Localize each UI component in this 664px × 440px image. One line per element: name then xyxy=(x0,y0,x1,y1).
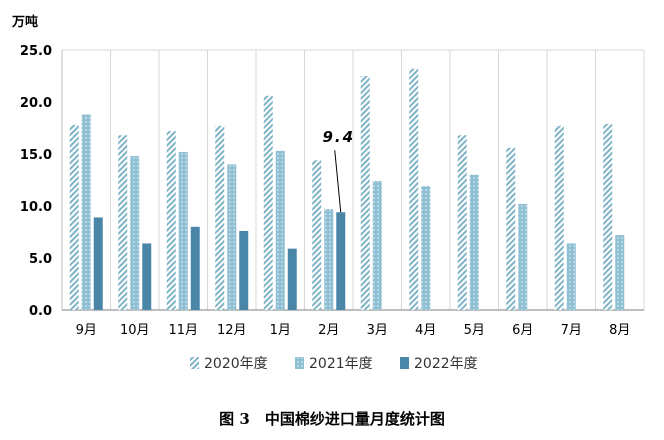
bar-2021年度-8月 xyxy=(615,235,625,310)
legend: 2020年度 2021年度 2022年度 xyxy=(190,356,478,372)
bar-2021年度-5月 xyxy=(469,174,479,310)
bar-2022年度-9月 xyxy=(93,217,103,310)
annotation-label: 9.4 xyxy=(322,128,355,146)
bar-2021年度-6月 xyxy=(518,203,528,310)
annotation-leader-line xyxy=(334,150,342,213)
y-unit-label: 万吨 xyxy=(11,14,38,30)
legend-label: 2022年度 xyxy=(414,356,478,372)
bar-2021年度-2月 xyxy=(324,209,334,310)
bar-2021年度-4月 xyxy=(421,186,431,310)
bar-2022年度-11月 xyxy=(190,226,200,310)
bar-2020年度-6月 xyxy=(506,147,516,310)
bar-2020年度-5月 xyxy=(457,135,467,310)
bar-2021年度-1月 xyxy=(275,150,285,310)
x-tick-label: 12月 xyxy=(217,323,247,338)
bar-2020年度-3月 xyxy=(360,76,370,310)
bar-2022年度-10月 xyxy=(142,243,152,310)
bar-2021年度-11月 xyxy=(178,151,188,310)
figure-caption: 图 3 中国棉纱进口量月度统计图 xyxy=(219,410,445,428)
y-tick-label: 5.0 xyxy=(29,252,52,267)
bar-2021年度-9月 xyxy=(81,114,91,310)
bar-2020年度-2月 xyxy=(312,160,322,310)
y-axis-ticks: 0.0 5.0 10.0 15.0 20.0 25.0 xyxy=(20,44,52,319)
y-tick-label: 10.0 xyxy=(20,200,52,215)
bar-2021年度-7月 xyxy=(566,243,576,310)
x-tick-label: 3月 xyxy=(367,323,388,338)
x-tick-label: 1月 xyxy=(270,323,291,338)
bar-2020年度-7月 xyxy=(554,125,564,310)
bar-2020年度-10月 xyxy=(118,135,128,310)
x-tick-label: 5月 xyxy=(464,323,485,338)
bar-2020年度-11月 xyxy=(166,131,176,310)
y-tick-label: 20.0 xyxy=(20,96,52,111)
bar-2020年度-12月 xyxy=(215,125,225,310)
y-tick-label: 15.0 xyxy=(20,148,52,163)
bar-2022年度-12月 xyxy=(239,230,249,310)
legend-label: 2021年度 xyxy=(309,356,373,372)
x-tick-label: 4月 xyxy=(415,323,436,338)
legend-swatch xyxy=(190,357,199,369)
bar-2022年度-1月 xyxy=(287,248,297,310)
y-tick-label: 0.0 xyxy=(29,304,52,319)
x-tick-label: 10月 xyxy=(120,323,150,338)
bar-2020年度-4月 xyxy=(409,68,419,310)
legend-label: 2020年度 xyxy=(204,356,268,372)
x-tick-label: 6月 xyxy=(512,323,533,338)
x-tick-label: 8月 xyxy=(609,323,630,338)
x-tick-label: 11月 xyxy=(168,323,198,338)
bar-2020年度-9月 xyxy=(69,124,79,310)
bar-2021年度-12月 xyxy=(227,164,237,310)
legend-swatch xyxy=(400,357,409,369)
annotation: 9.4 xyxy=(322,128,355,213)
y-tick-label: 25.0 xyxy=(20,44,52,59)
x-tick-label: 2月 xyxy=(318,323,339,338)
x-axis-labels: 9月 10月 11月 12月 1月 2月 3月 4月 5月 6月 7月 8月 xyxy=(76,323,631,338)
x-tick-label: 7月 xyxy=(561,323,582,338)
bar-2020年度-1月 xyxy=(263,95,273,310)
x-tick-label: 9月 xyxy=(76,323,97,338)
bar-2020年度-8月 xyxy=(603,123,613,310)
bar-2021年度-10月 xyxy=(130,156,140,310)
bar-2022年度-2月 xyxy=(336,212,346,310)
grid-lines xyxy=(61,49,645,311)
legend-swatch xyxy=(295,357,304,369)
bars xyxy=(69,68,625,310)
bar-2021年度-3月 xyxy=(372,181,382,310)
